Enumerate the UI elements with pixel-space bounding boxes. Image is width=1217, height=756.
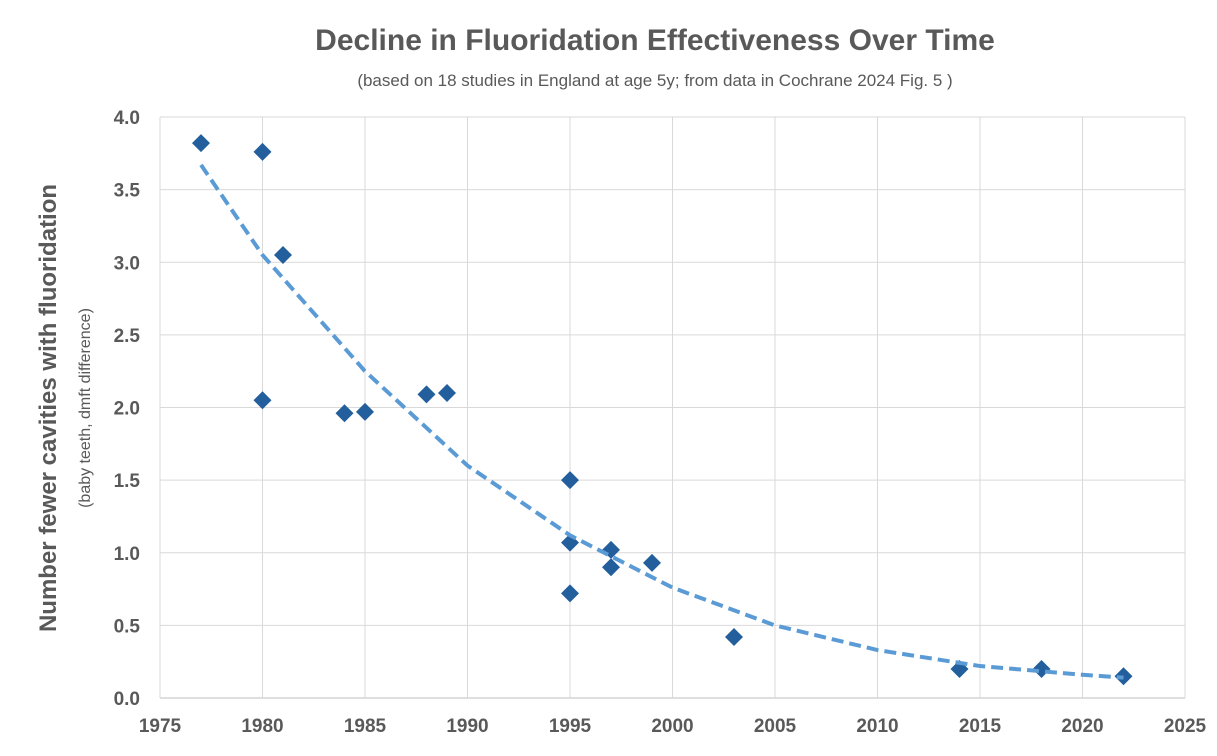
x-tick-label: 2000 (651, 716, 693, 737)
data-point (602, 558, 620, 577)
y-tick-label: 1.5 (114, 471, 141, 492)
y-axis-sublabel: (baby teeth, dmft difference) (77, 308, 94, 508)
x-tick-label: 1975 (139, 716, 182, 737)
x-tick-label: 1995 (549, 716, 592, 737)
x-tick-label: 1985 (344, 716, 387, 737)
data-point (725, 627, 743, 646)
chart-subtitle: (based on 18 studies in England at age 5… (357, 71, 952, 90)
x-tick-label: 2010 (856, 716, 898, 737)
data-point (438, 383, 456, 402)
x-tick-label: 1980 (241, 716, 283, 737)
data-point (602, 540, 620, 559)
data-point (274, 245, 292, 264)
x-tick-label: 2005 (754, 716, 797, 737)
data-point (417, 385, 436, 404)
y-tick-label: 3.0 (114, 253, 140, 274)
data-point (561, 584, 579, 603)
data-point (643, 553, 661, 572)
data-point (192, 134, 210, 153)
trendline (199, 163, 1124, 680)
data-point (561, 471, 579, 490)
y-tick-label: 0.5 (114, 616, 141, 637)
x-tick-label: 2015 (959, 716, 1002, 737)
x-tick-label: 2020 (1061, 716, 1103, 737)
data-point (356, 402, 374, 421)
y-tick-label: 3.5 (114, 181, 141, 202)
y-tick-label: 1.0 (114, 544, 140, 565)
y-tick-label: 4.0 (114, 108, 140, 129)
data-point (335, 404, 354, 423)
y-tick-label: 2.0 (114, 399, 140, 420)
y-tick-label: 0.0 (114, 689, 140, 710)
data-point (253, 391, 272, 410)
chart-title: Decline in Fluoridation Effectiveness Ov… (315, 24, 995, 57)
y-axis-label: Number fewer cavities with fluoridation (35, 184, 62, 632)
x-tick-label: 1990 (446, 716, 488, 737)
y-tick-label: 2.5 (114, 326, 141, 347)
data-point (253, 142, 272, 161)
x-tick-label: 2025 (1164, 716, 1207, 737)
